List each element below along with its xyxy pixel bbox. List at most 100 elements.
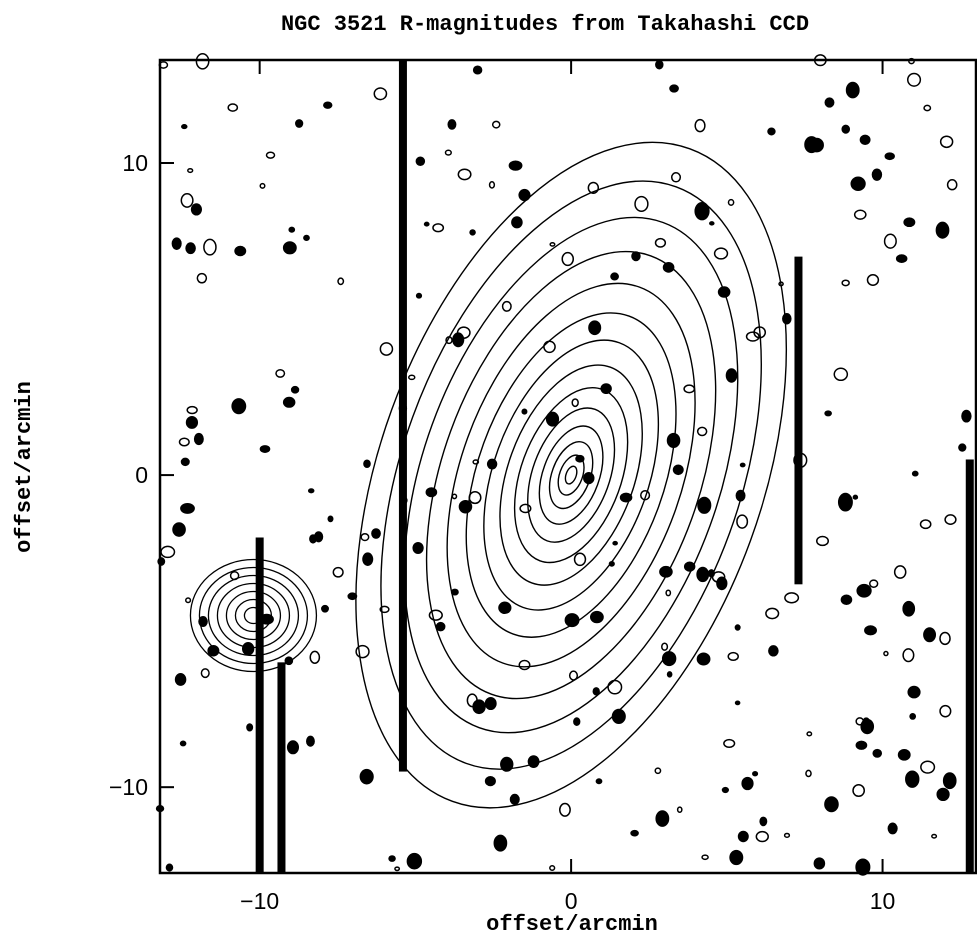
contour-blob (573, 717, 581, 727)
contour-blob (824, 97, 835, 108)
contour-blob (920, 760, 936, 774)
contour-blob (911, 470, 919, 477)
contour-blob (852, 783, 866, 798)
contour-blob (246, 723, 254, 732)
galaxy-contour (513, 386, 629, 564)
contour-blob (824, 410, 832, 417)
contour-blob (716, 576, 728, 591)
contour-blob (734, 624, 741, 631)
contour-blob (484, 776, 496, 787)
y-tick-label: 0 (135, 462, 148, 488)
contour-blob (484, 696, 497, 711)
contour-blob (612, 540, 618, 546)
contour-blob (165, 863, 174, 872)
galaxy-contour (527, 407, 616, 543)
contour-blob (841, 124, 851, 134)
contour-blob (259, 182, 266, 189)
contour-blob (360, 532, 370, 542)
galaxy-contour (538, 425, 604, 525)
contour-blob (670, 172, 682, 183)
contour-blob (179, 740, 187, 747)
companion-contour (234, 598, 273, 633)
contour-blob (884, 152, 895, 161)
contour-blob (859, 134, 871, 145)
contour-blob (435, 621, 446, 632)
contour-blob (323, 101, 333, 109)
contour-blob (607, 679, 623, 695)
contour-blob (379, 605, 390, 614)
contour-blob (784, 592, 800, 604)
contour-blob (203, 238, 217, 256)
contour-blob (444, 149, 452, 156)
contour-blob (745, 331, 760, 342)
contour-blob (696, 566, 710, 583)
contour-blob (935, 221, 950, 239)
y-tick-label: −10 (109, 774, 148, 800)
contour-blob (654, 767, 662, 775)
contour-blob (195, 52, 210, 70)
contour-blob (355, 644, 370, 659)
contour-blob (241, 642, 255, 656)
companion-contour (207, 574, 300, 657)
contour-blob (561, 251, 575, 267)
contour-blob (571, 398, 579, 408)
contour-blob (887, 822, 898, 835)
contour-blob (451, 493, 458, 500)
contour-blob (741, 776, 754, 791)
contour-blob (174, 673, 187, 686)
contour-blob (394, 866, 401, 872)
contour-blob (755, 830, 769, 843)
contour-blob (654, 237, 667, 248)
contour-blob (592, 687, 600, 696)
contour-blob (425, 487, 438, 498)
contour-blob (172, 522, 186, 537)
contour-blob (655, 59, 664, 70)
contour-blob (840, 594, 853, 605)
contour-blob (895, 254, 908, 263)
x-tick-label: −10 (240, 888, 279, 914)
contour-blob (227, 103, 239, 112)
contour-blob (872, 748, 883, 758)
contour-blob (694, 201, 710, 221)
contour-blob (676, 806, 683, 814)
contour-blob (207, 644, 220, 657)
contour-blob (231, 398, 247, 415)
contour-blob (824, 796, 839, 813)
contour-blob (923, 104, 932, 112)
contour-blob (508, 160, 523, 171)
contour-blob (852, 494, 859, 500)
contour-blob (313, 531, 324, 543)
galaxy-contour (483, 339, 660, 611)
contour-blob (739, 462, 746, 468)
contour-blob (472, 459, 480, 465)
contour-blob (923, 627, 937, 643)
contour-blob (855, 740, 868, 750)
contour-blob (634, 195, 649, 212)
contour-blob (672, 464, 684, 476)
x-tick-label: 0 (565, 888, 578, 914)
galaxy-contour (425, 250, 717, 700)
contour-blob (198, 616, 208, 628)
contour-blob (423, 221, 430, 227)
contour-blob (902, 648, 915, 663)
contour-blob (180, 457, 190, 467)
contour-blob (549, 241, 556, 247)
contour-blob (321, 604, 329, 613)
contour-blob (472, 699, 486, 715)
contour-blob (768, 645, 779, 657)
galaxy-contour (548, 441, 594, 510)
galaxy-contour (499, 364, 643, 586)
contour-blob (737, 830, 749, 843)
contour-blob (767, 127, 776, 136)
contour-blob (493, 834, 508, 852)
contour-blob (909, 713, 917, 720)
contour-blob (936, 787, 950, 802)
contour-blob (782, 312, 792, 325)
contour-blob (661, 642, 669, 651)
contour-blob (939, 135, 954, 149)
contour-blob (855, 858, 871, 876)
stray-streak (965, 459, 974, 873)
contour-blob (961, 409, 972, 423)
contour-blob (727, 651, 739, 662)
contour-blob (282, 396, 296, 408)
